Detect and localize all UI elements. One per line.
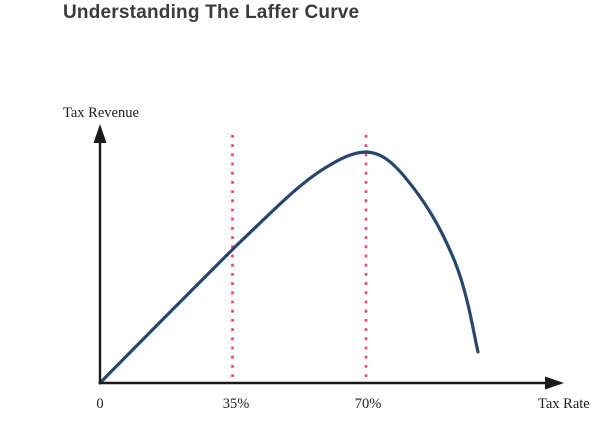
page-title: Understanding The Laffer Curve (63, 2, 360, 23)
tick-label-0: 0 (96, 396, 103, 412)
tick-label-70: 70% (355, 396, 382, 412)
tick-label-35: 35% (223, 396, 250, 412)
laffer-curve (98, 150, 480, 385)
x-axis-label: Tax Rate (538, 396, 590, 412)
y-axis-arrow-icon (93, 124, 107, 143)
x-axis-arrow-icon (545, 376, 564, 390)
y-axis-label: Tax Revenue (63, 105, 139, 121)
